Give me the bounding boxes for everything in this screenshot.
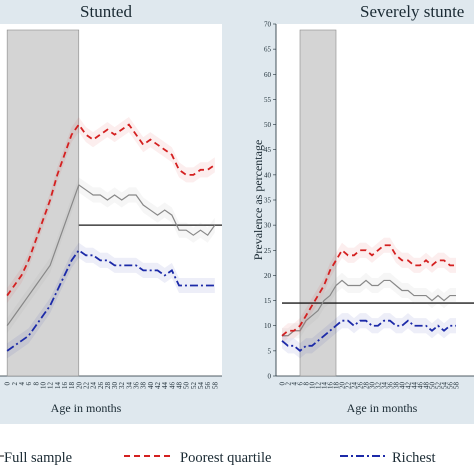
left-x-tick-label: 14 xyxy=(54,382,62,390)
right-y-tick-label: 70 xyxy=(264,21,272,29)
right-shaded-region xyxy=(299,29,337,377)
left-x-tick-label: 16 xyxy=(61,382,69,390)
right-y-tick-label: 25 xyxy=(264,247,272,255)
right-y-tick-label: 30 xyxy=(264,222,272,230)
left-x-tick-label: 36 xyxy=(133,382,141,390)
right-y-tick-label: 40 xyxy=(264,171,272,179)
right-x-tick-label: 48 xyxy=(423,382,431,390)
right-x-axis-title: Age in months xyxy=(347,401,418,415)
left-x-tick-label: 22 xyxy=(82,382,90,390)
right-y-tick-label: 65 xyxy=(264,46,272,54)
right-x-tick-label: 40 xyxy=(399,382,407,390)
right-y-tick-label: 45 xyxy=(264,146,272,154)
left-x-tick-label: 24 xyxy=(90,382,98,390)
left-x-tick-label: 50 xyxy=(183,382,191,390)
left-x-tick-label: 30 xyxy=(111,382,119,390)
left-x-tick-label: 0 xyxy=(4,382,12,386)
right-x-tick-label: 8 xyxy=(303,382,311,386)
left-x-tick-label: 6 xyxy=(25,382,33,386)
legend-box xyxy=(0,428,474,474)
right-x-tick-label: 16 xyxy=(327,382,335,390)
left-x-tick-label: 52 xyxy=(190,382,198,390)
right-panel-title: Severely stunte xyxy=(360,2,464,21)
right-x-tick-label: 50 xyxy=(429,382,437,390)
left-x-tick-label: 54 xyxy=(197,382,205,390)
left-series-line-1 xyxy=(6,123,216,297)
left-x-tick-label: 10 xyxy=(39,382,47,390)
right-series-band-0 xyxy=(282,272,456,344)
right-y-tick-label: 10 xyxy=(264,322,272,330)
right-y-tick-label: 15 xyxy=(264,297,272,305)
left-x-tick-label: 42 xyxy=(154,382,162,390)
right-x-tick-label: 58 xyxy=(453,382,461,390)
right-x-tick-label: 28 xyxy=(363,382,371,390)
right-x-tick-label: 18 xyxy=(333,382,341,390)
right-y-tick-label: 20 xyxy=(264,272,272,280)
left-series-band-2 xyxy=(7,242,215,359)
left-x-tick-label: 56 xyxy=(204,382,212,390)
right-y-tick-label: 55 xyxy=(264,96,272,104)
right-x-tick-label: 22 xyxy=(345,382,353,390)
right-x-tick-label: 20 xyxy=(339,382,347,390)
right-x-tick-label: 36 xyxy=(387,382,395,390)
right-series-band-1 xyxy=(282,237,456,344)
right-x-tick-label: 34 xyxy=(381,382,389,390)
left-x-tick-label: 12 xyxy=(47,382,55,390)
right-series-line-0 xyxy=(282,279,456,337)
left-x-axis-title: Age in months xyxy=(51,401,122,415)
right-x-tick-label: 6 xyxy=(297,382,305,386)
right-series-band-2 xyxy=(282,313,456,359)
right-x-tick-label: 2 xyxy=(285,382,293,386)
left-shaded-region xyxy=(6,29,80,377)
right-x-tick-label: 54 xyxy=(441,382,449,390)
left-x-tick-label: 34 xyxy=(125,382,133,390)
right-y-tick-label: 35 xyxy=(264,197,272,205)
left-x-tick-label: 4 xyxy=(18,382,26,386)
right-series-line-2 xyxy=(281,319,456,353)
right-x-tick-label: 4 xyxy=(291,382,299,386)
right-x-tick-label: 52 xyxy=(435,382,443,390)
right-y-tick-label: 50 xyxy=(264,121,272,129)
left-x-tick-label: 44 xyxy=(161,382,169,390)
left-x-tick-label: 58 xyxy=(211,382,219,390)
left-series-line-0 xyxy=(6,183,216,327)
right-x-tick-label: 26 xyxy=(357,382,365,390)
left-x-tick-label: 20 xyxy=(75,382,83,390)
left-series-line-2 xyxy=(6,249,215,352)
right-x-tick-label: 44 xyxy=(411,382,419,390)
right-x-tick-label: 32 xyxy=(375,382,383,390)
right-x-tick-label: 30 xyxy=(369,382,377,390)
right-series-line-1 xyxy=(281,244,456,337)
right-y-tick-label: 5 xyxy=(268,347,272,355)
left-panel-title: Stunted xyxy=(80,2,132,21)
left-x-tick-label: 46 xyxy=(168,382,176,390)
legend-label-poorest: Poorest quartile xyxy=(180,450,271,466)
left-x-tick-label: 40 xyxy=(147,382,155,390)
right-y-tick-label: 60 xyxy=(264,71,272,79)
right-x-tick-label: 42 xyxy=(405,382,413,390)
right-x-tick-label: 10 xyxy=(309,382,317,390)
legend-label-richest: Richest xyxy=(392,450,436,466)
right-x-tick-label: 56 xyxy=(447,382,455,390)
left-x-tick-label: 28 xyxy=(104,382,112,390)
left-x-tick-label: 2 xyxy=(11,382,19,386)
legend-label-full-sample: Full sample xyxy=(4,450,72,466)
right-x-tick-label: 12 xyxy=(315,382,323,390)
right-x-tick-label: 14 xyxy=(321,382,329,390)
right-y-axis-title: Prevalence as percentage xyxy=(251,140,265,261)
left-x-tick-label: 38 xyxy=(140,382,148,390)
left-series-band-1 xyxy=(7,117,215,304)
right-x-tick-label: 46 xyxy=(417,382,425,390)
left-x-tick-label: 32 xyxy=(118,382,126,390)
left-x-tick-label: 18 xyxy=(68,382,76,390)
left-x-tick-label: 26 xyxy=(97,382,105,390)
right-x-tick-label: 0 xyxy=(279,382,287,386)
right-y-tick-label: 0 xyxy=(268,373,272,381)
right-x-tick-label: 24 xyxy=(351,382,359,390)
left-x-tick-label: 48 xyxy=(176,382,184,390)
right-x-tick-label: 38 xyxy=(393,382,401,390)
left-series-band-0 xyxy=(7,177,215,334)
left-x-tick-label: 8 xyxy=(32,382,40,386)
